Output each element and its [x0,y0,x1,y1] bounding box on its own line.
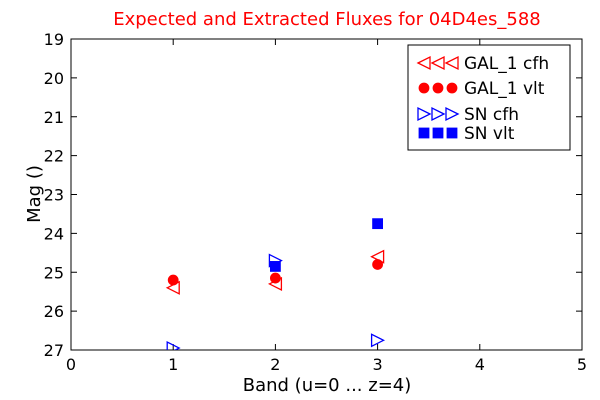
legend-marker [446,82,458,94]
x-tick-label: 5 [577,355,587,374]
data-point-sn-vlt [269,261,281,272]
legend-marker [432,82,444,94]
data-point-gal-1-vlt [269,272,281,284]
legend-label: SN cfh [464,105,519,125]
legend-marker [418,82,430,94]
legend-label: GAL_1 cfh [464,54,549,74]
data-point-gal-1-vlt [372,259,384,270]
legend-marker [432,127,444,139]
legend-marker [445,106,460,122]
y-tick-label: 19 [44,30,64,49]
legend-label: SN vlt [464,124,515,144]
y-tick-label: 27 [44,341,64,360]
x-tick-label: 4 [475,355,485,374]
data-point-sn-vlt [372,218,384,230]
legend-label: GAL_1 vlt [464,79,545,99]
x-tick-label: 0 [66,355,76,374]
y-tick-label: 22 [44,147,64,166]
y-tick-label: 23 [44,186,64,205]
legend-marker [446,127,458,139]
x-tick-label: 1 [168,355,178,374]
legend-marker [417,106,432,122]
y-tick-label: 20 [44,69,64,88]
legend-marker [418,127,430,139]
y-axis-label: Mag () [24,165,45,223]
y-tick-label: 26 [44,302,64,321]
data-point-gal-1-vlt [167,274,179,286]
legend-marker [416,55,431,71]
x-tick-label: 2 [270,355,280,374]
legend-marker [444,55,459,71]
legend-marker [430,55,445,71]
y-tick-label: 24 [44,224,64,243]
data-points [165,218,386,350]
data-point-sn-cfh [166,341,181,350]
chart-title: Expected and Extracted Fluxes for 04D4es… [113,9,541,30]
data-point-sn-cfh [370,333,386,348]
y-tick-label: 21 [44,108,64,127]
x-axis-label: Band (u=0 ... z=4) [243,375,412,396]
x-tick-label: 3 [373,355,383,374]
y-tick-label: 25 [44,263,64,282]
legend-marker [431,106,446,122]
